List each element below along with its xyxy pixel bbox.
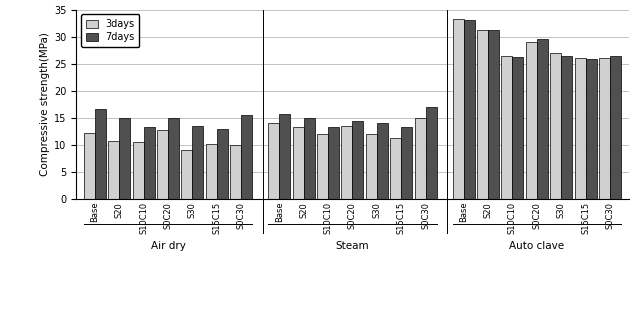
Bar (95, 108, 106, 199)
Bar (585, 59, 596, 199)
Bar (366, 134, 377, 199)
Bar (401, 127, 412, 199)
Bar (415, 118, 425, 199)
Bar (561, 56, 572, 199)
Bar (133, 142, 144, 199)
Bar (279, 114, 290, 199)
Bar (512, 57, 523, 199)
Bar (575, 58, 585, 199)
Y-axis label: Compressive strength(MPa): Compressive strength(MPa) (40, 32, 50, 176)
Bar (230, 145, 241, 199)
Bar (119, 118, 130, 199)
Bar (109, 141, 119, 199)
Bar (464, 21, 475, 199)
Bar (217, 129, 228, 199)
Bar (502, 56, 512, 199)
Bar (453, 19, 464, 199)
Text: Air dry: Air dry (150, 241, 185, 251)
Bar (269, 123, 279, 199)
Legend: 3days, 7days: 3days, 7days (81, 14, 140, 47)
Bar (377, 123, 388, 199)
Bar (352, 121, 363, 199)
Bar (488, 30, 499, 199)
Bar (241, 115, 252, 199)
Bar (84, 133, 95, 199)
Bar (317, 134, 328, 199)
Bar (304, 118, 315, 199)
Bar (537, 39, 548, 199)
Bar (425, 107, 436, 199)
Bar (157, 130, 168, 199)
Bar (192, 126, 203, 199)
Bar (182, 150, 192, 199)
Bar (206, 144, 217, 199)
Bar (144, 127, 155, 199)
Bar (328, 127, 339, 199)
Bar (168, 118, 179, 199)
Bar (477, 30, 488, 199)
Bar (550, 53, 561, 199)
Bar (293, 127, 304, 199)
Bar (342, 126, 352, 199)
Bar (526, 42, 537, 199)
Text: Auto clave: Auto clave (509, 241, 565, 251)
Text: Steam: Steam (336, 241, 369, 251)
Bar (610, 56, 621, 199)
Bar (390, 138, 401, 199)
Bar (599, 58, 610, 199)
